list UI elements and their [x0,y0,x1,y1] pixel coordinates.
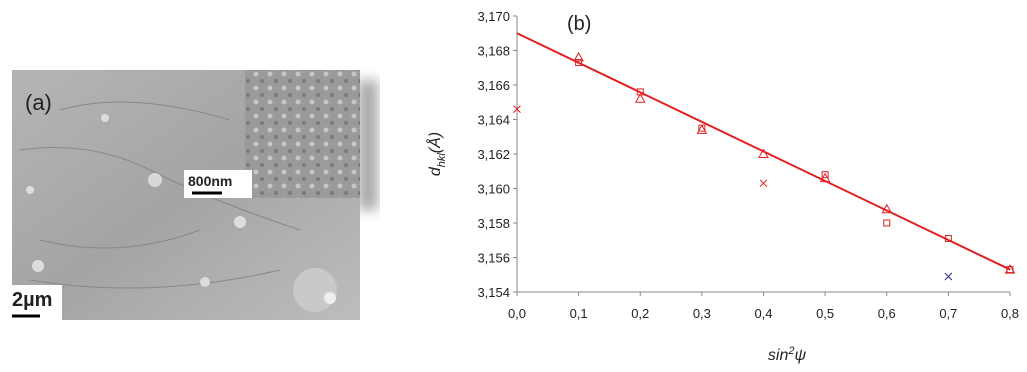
x-tick-label: 0,6 [878,306,896,321]
y-tick-label: 3,166 [477,78,510,93]
square-marker [1006,266,1014,274]
y-tick-label: 3,158 [477,216,510,231]
x-tick-label: 0,5 [816,306,834,321]
y-label-symbol: d [427,166,444,176]
y-axis-label: dhkl(Å) [425,132,448,176]
panel-label: (a) [25,90,52,115]
triangle-marker [696,124,708,134]
scale-label: 2µm [12,289,52,311]
x-axis-label: sin2ψ [768,345,807,364]
triangle-marker [573,51,584,62]
y-label-unit: (Å) [425,132,444,153]
x-tick-label: 0,3 [693,306,711,321]
cross-marker [513,105,521,114]
y-label-sub: hkl [436,153,448,168]
fit-line [516,32,1011,271]
chart-title: (b) [567,13,591,35]
y-tick-label: 3,170 [477,9,510,24]
cross-marker [759,179,768,188]
y-tick-label: 3,162 [477,147,510,162]
square-marker [821,171,829,179]
square-marker [883,219,891,227]
y-tick-label: 3,154 [477,285,510,300]
y-tick-label: 3,160 [477,182,510,197]
cross-marker [944,272,953,281]
x-tick-label: 0,2 [631,306,649,321]
scale-label: 800nm [188,173,232,189]
square-marker [575,59,583,67]
x-tick-label: 0,0 [508,306,526,321]
y-tick-label: 3,164 [477,113,510,128]
x-tick-label: 0,7 [939,306,957,321]
x-tick-label: 0,4 [754,306,772,321]
x-label-text: sin [768,347,789,364]
y-tick-label: 3,156 [477,251,510,266]
triangle-marker [634,93,646,103]
x-tick-label: 0,8 [1001,306,1019,321]
x-label-symbol: ψ [794,347,806,364]
square-marker [698,124,706,132]
y-tick-label: 3,168 [477,44,510,59]
sem-image: (a) 800nm 2µm [12,70,378,320]
x-tick-label: 0,1 [570,306,588,321]
x-label-sup: 2 [787,345,794,357]
